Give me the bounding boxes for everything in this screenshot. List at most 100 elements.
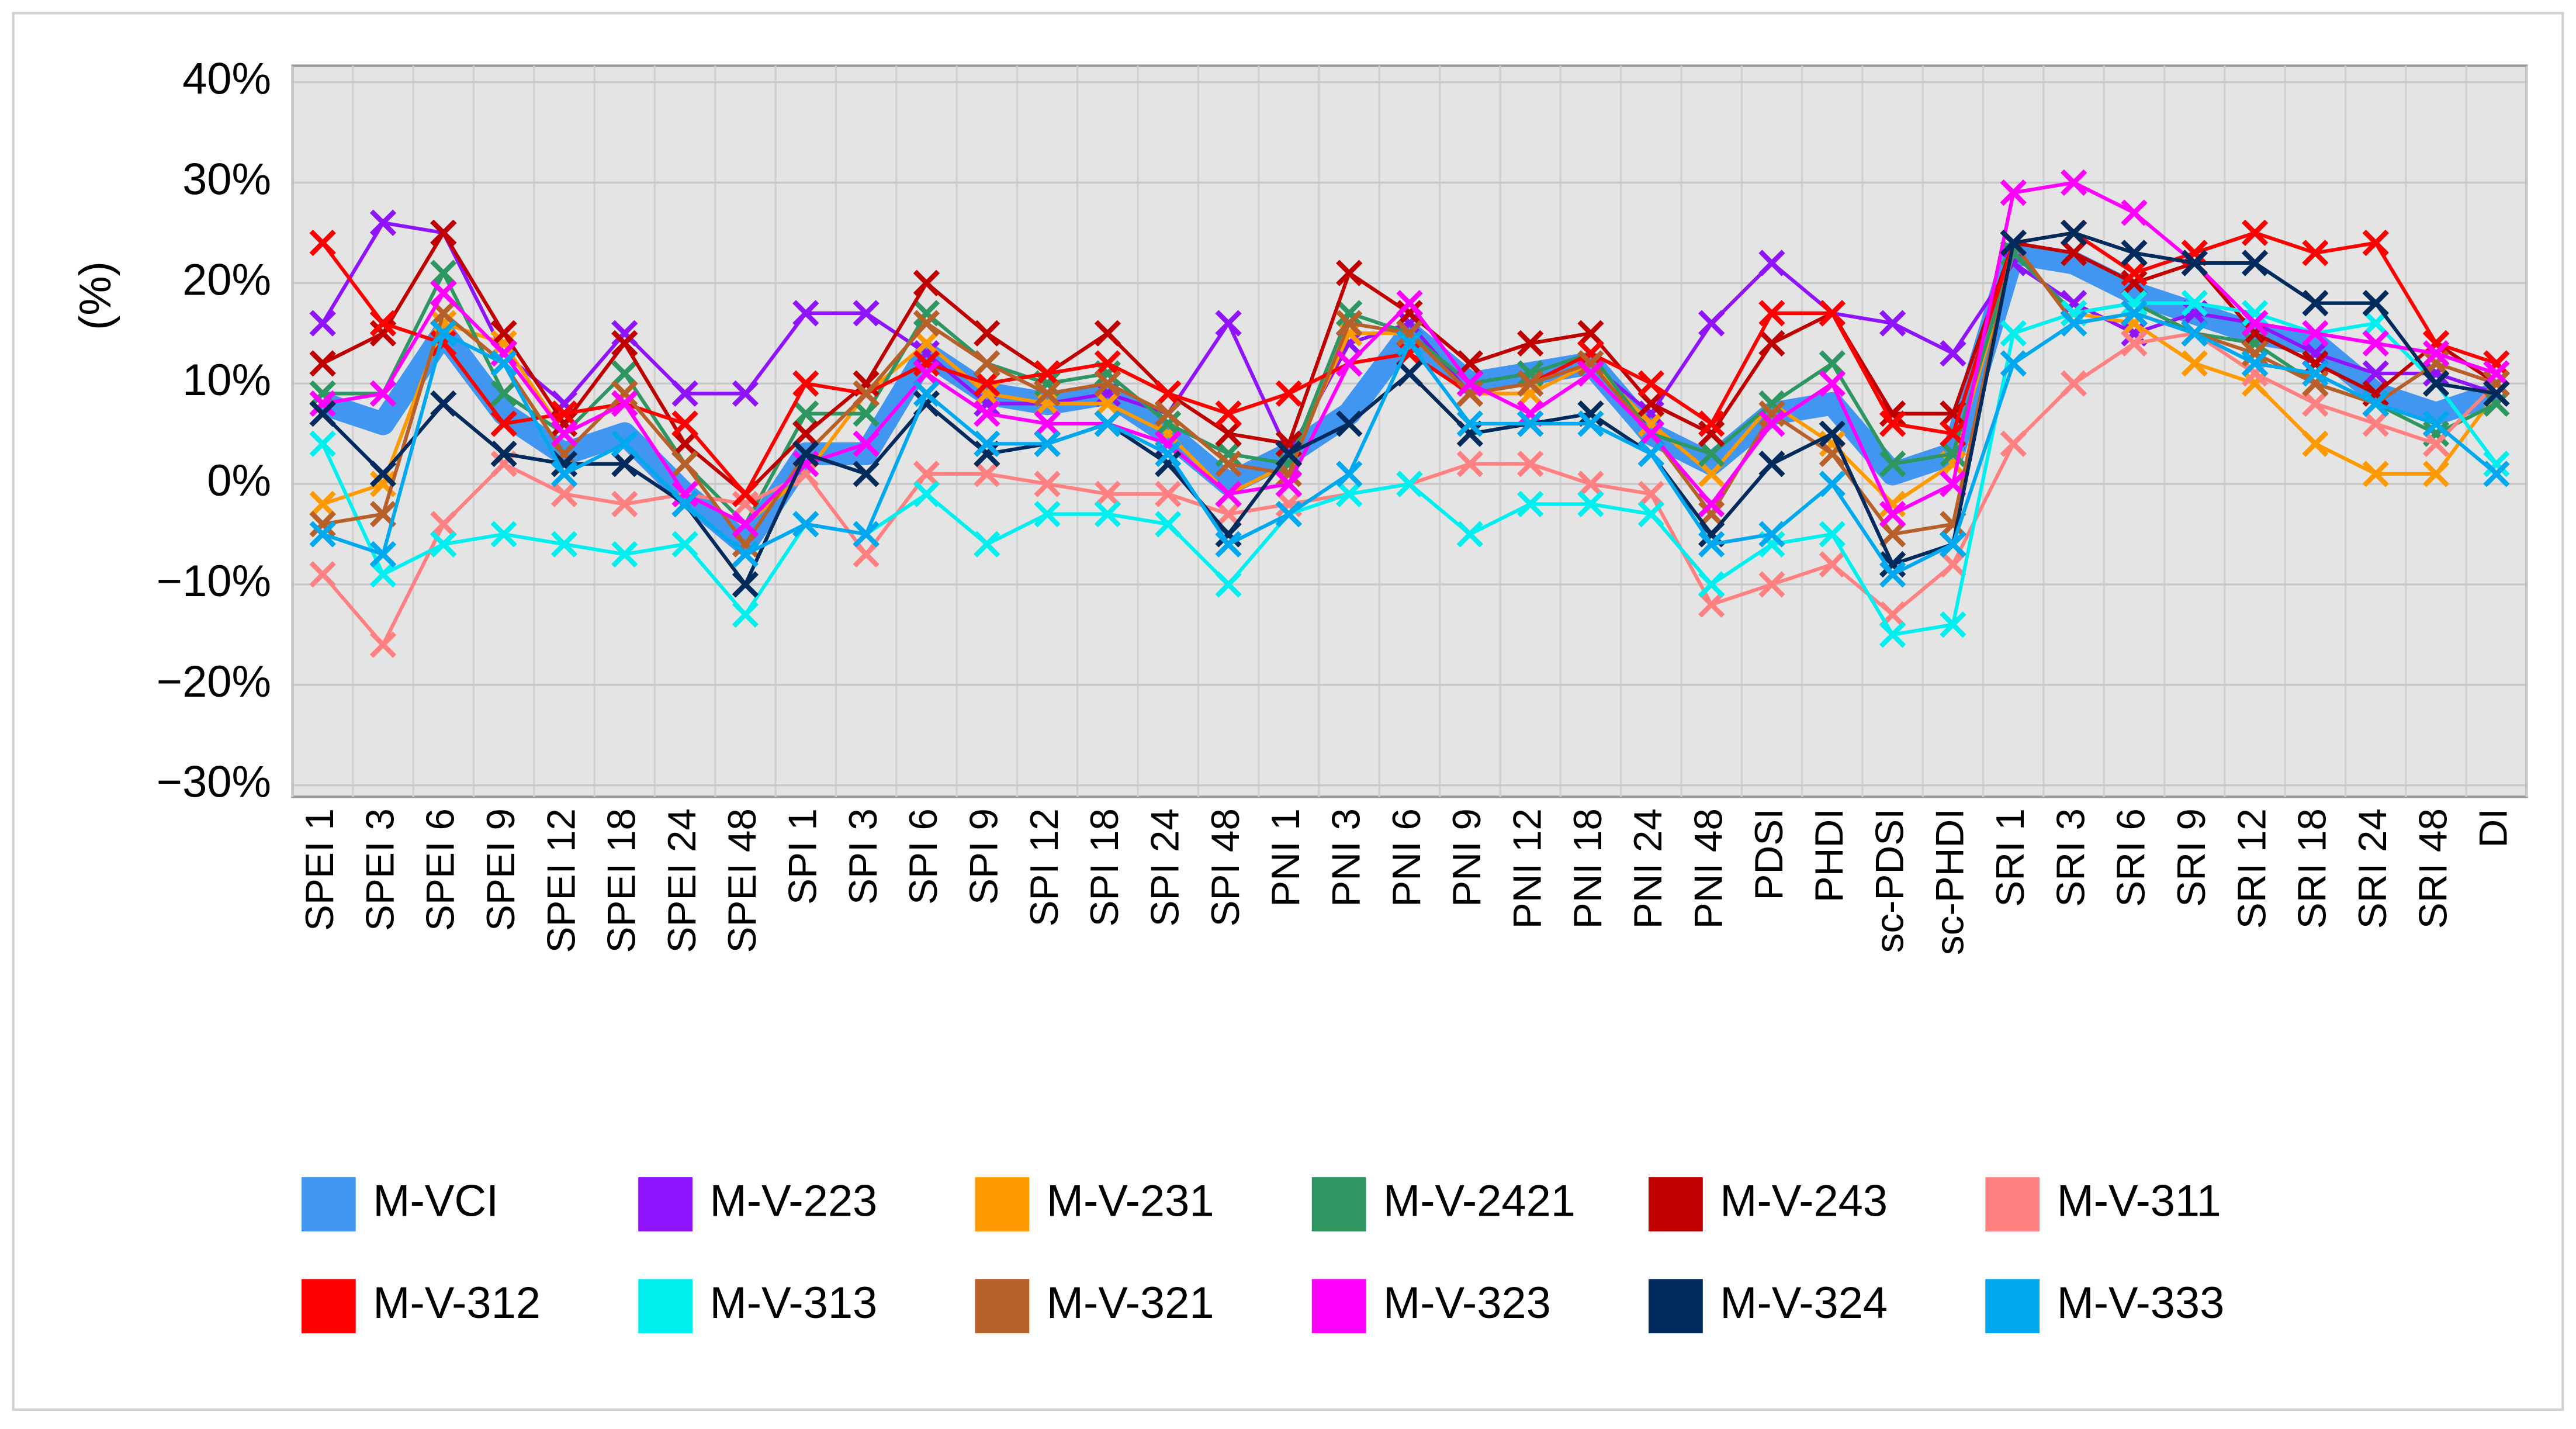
marker	[2060, 310, 2087, 337]
marker	[792, 511, 819, 538]
marker	[974, 430, 1000, 457]
marker	[1758, 250, 1785, 276]
marker	[2121, 240, 2148, 267]
marker	[490, 521, 517, 548]
marker	[853, 430, 880, 457]
marker	[1758, 330, 1785, 357]
y-tick-label: 10%	[182, 355, 271, 405]
marker	[2483, 380, 2510, 407]
marker	[430, 390, 457, 417]
x-tick-label: SPEI 1	[298, 808, 342, 931]
y-tick-label: −20%	[157, 657, 271, 707]
marker	[2362, 229, 2389, 257]
marker	[1819, 300, 1846, 327]
marker	[913, 380, 940, 407]
marker	[430, 511, 457, 538]
marker	[853, 461, 880, 487]
marker	[1155, 400, 1182, 427]
marker	[369, 209, 397, 236]
marker	[490, 350, 517, 377]
x-tick-label: PDSI	[1747, 808, 1791, 900]
marker	[792, 420, 819, 447]
marker	[732, 380, 759, 407]
marker	[2362, 410, 2389, 437]
marker	[1637, 480, 1664, 507]
marker	[309, 400, 336, 427]
marker	[2302, 240, 2329, 267]
marker	[1034, 380, 1061, 407]
y-tick-label: 20%	[182, 255, 271, 305]
marker	[1879, 410, 1906, 437]
marker	[1215, 420, 1242, 447]
marker	[430, 259, 457, 286]
marker	[2000, 430, 2027, 457]
legend-label: M-V-324	[1720, 1278, 1888, 1328]
marker	[611, 430, 638, 457]
marker	[2362, 390, 2389, 417]
marker	[1275, 500, 1303, 528]
marker	[671, 410, 698, 437]
marker	[1819, 350, 1846, 377]
marker	[1396, 330, 1423, 357]
marker	[1637, 440, 1664, 468]
marker	[1396, 320, 1423, 347]
marker	[1456, 410, 1484, 437]
marker	[792, 400, 819, 427]
marker	[1215, 571, 1242, 598]
legend-swatch	[973, 1175, 1031, 1233]
marker	[1155, 451, 1182, 478]
marker	[2362, 360, 2389, 387]
marker	[1215, 440, 1242, 468]
marker	[1758, 400, 1785, 427]
x-tick-label: SRI 48	[2411, 808, 2455, 929]
marker	[913, 480, 940, 507]
marker	[1577, 470, 1604, 497]
marker	[1155, 511, 1182, 538]
marker	[1456, 451, 1484, 478]
marker	[1758, 390, 1785, 417]
marker	[1940, 611, 1966, 638]
marker	[1637, 370, 1664, 397]
marker	[490, 440, 517, 468]
marker	[611, 490, 638, 518]
x-tick-label: SPI 48	[1204, 808, 1248, 927]
x-tick-label: SPI 6	[902, 808, 946, 905]
marker	[1940, 470, 1966, 497]
marker	[974, 350, 1000, 377]
x-tick-label: SPEI 9	[479, 808, 523, 931]
marker	[309, 490, 336, 518]
marker	[2422, 461, 2450, 487]
x-tick-label: PNI 12	[1505, 808, 1549, 929]
y-tick-label: 0%	[207, 456, 271, 506]
marker	[1517, 490, 1544, 518]
marker	[2000, 229, 2027, 257]
x-tick-label: SPEI 18	[600, 808, 644, 953]
x-tick-label: SRI 6	[2110, 808, 2153, 907]
marker	[853, 400, 880, 427]
marker	[1396, 470, 1423, 497]
marker	[1577, 320, 1604, 347]
marker	[369, 380, 397, 407]
marker	[1517, 370, 1544, 397]
marker	[1577, 400, 1604, 427]
marker	[1698, 490, 1725, 518]
marker	[974, 440, 1000, 468]
marker	[1698, 571, 1725, 598]
marker	[1396, 360, 1423, 387]
x-tick-label: SPI 12	[1023, 808, 1067, 927]
marker	[1758, 300, 1785, 327]
marker	[1698, 410, 1725, 437]
marker	[1758, 410, 1785, 437]
legend-swatch	[300, 1277, 358, 1335]
marker	[2121, 259, 2148, 286]
marker	[1215, 531, 1242, 558]
marker	[913, 330, 940, 357]
marker	[2302, 360, 2329, 387]
legend-swatch	[973, 1277, 1031, 1335]
legend-label: M-V-223	[710, 1177, 878, 1226]
marker	[1336, 259, 1363, 286]
marker	[792, 370, 819, 397]
marker	[913, 269, 940, 296]
marker	[1034, 410, 1061, 437]
marker	[1637, 410, 1664, 437]
